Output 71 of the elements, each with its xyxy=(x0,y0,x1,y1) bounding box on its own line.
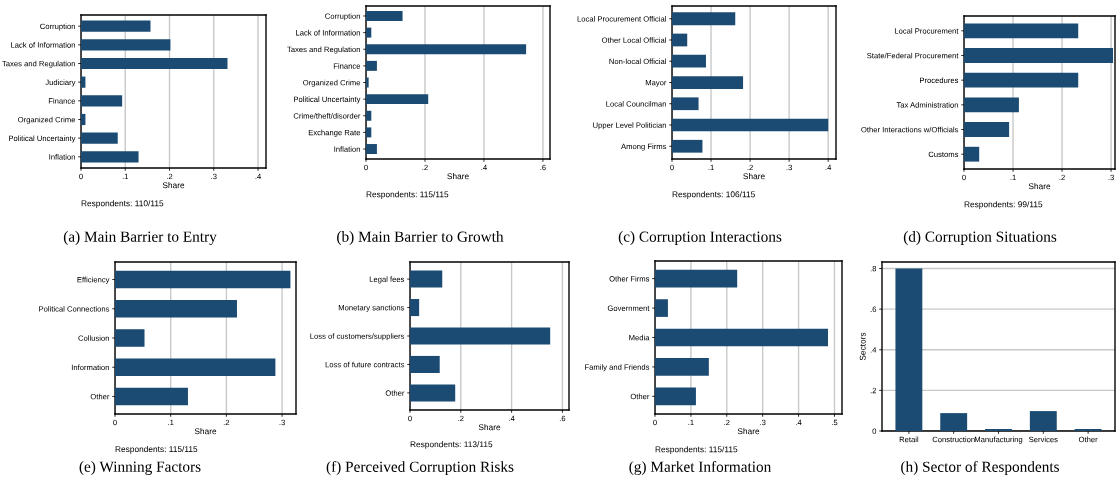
bar xyxy=(81,57,228,70)
text: Respondents: 115/115 xyxy=(655,446,738,454)
bar xyxy=(964,48,1114,63)
text: (h) Sector of Respondents xyxy=(901,460,1059,476)
x-axis-title: Share xyxy=(737,428,760,435)
text: (a) Main Barrier to Entry xyxy=(63,231,217,245)
bar xyxy=(366,110,372,121)
bar xyxy=(985,428,1012,431)
bar xyxy=(672,139,703,153)
y-axis-title: Sectors xyxy=(859,332,866,361)
bar xyxy=(655,299,668,317)
text: Respondents: 99/115 xyxy=(964,201,1043,209)
bar xyxy=(895,268,923,431)
text: (b) Main Barrier to Growth xyxy=(337,231,504,245)
text: (f) Perceived Corruption Risks xyxy=(326,460,514,476)
x-axis-title: Share xyxy=(743,173,765,180)
bar xyxy=(672,118,829,132)
bar xyxy=(655,269,738,288)
bar xyxy=(81,20,151,32)
bar xyxy=(964,97,1019,113)
bar xyxy=(964,122,1010,137)
text: Respondents: 110/115 xyxy=(81,200,164,208)
bar xyxy=(366,27,372,38)
bar xyxy=(366,10,403,21)
bar xyxy=(672,97,699,111)
bar xyxy=(410,355,440,373)
text: Respondents: 115/115 xyxy=(366,191,449,199)
bar xyxy=(410,299,420,317)
text: (g) Market Information xyxy=(629,460,772,476)
bar xyxy=(672,33,688,47)
bar xyxy=(672,76,744,89)
text: (c) Corruption Interactions xyxy=(618,231,782,245)
bar xyxy=(1074,428,1102,431)
bar xyxy=(655,387,696,406)
x-axis-title: Share xyxy=(478,424,501,431)
bar xyxy=(410,270,443,288)
bar xyxy=(655,328,828,347)
bar xyxy=(366,127,372,138)
bar xyxy=(964,72,1079,88)
bar xyxy=(81,39,171,51)
bar xyxy=(672,12,736,26)
bar xyxy=(115,358,276,376)
bar xyxy=(410,327,551,345)
bar xyxy=(115,329,145,347)
bar xyxy=(964,23,1079,39)
bar xyxy=(115,270,291,289)
bar xyxy=(655,358,709,376)
bar xyxy=(1029,411,1057,431)
text: Respondents: 115/115 xyxy=(115,445,198,454)
bar xyxy=(81,95,123,107)
x-axis-title: Share xyxy=(162,182,185,189)
bar xyxy=(366,44,527,55)
bar xyxy=(672,54,706,68)
bar xyxy=(940,413,968,431)
text: (e) Winning Factors xyxy=(79,461,201,475)
bar xyxy=(115,387,188,406)
bar xyxy=(366,144,377,155)
bar xyxy=(366,94,429,105)
bar xyxy=(81,151,139,163)
x-axis-title: Share xyxy=(1028,183,1051,190)
x-axis-title: Share xyxy=(194,428,217,435)
x-axis-title: Share xyxy=(447,173,469,180)
text: Respondents: 106/115 xyxy=(672,191,755,199)
bar xyxy=(366,77,369,88)
bar xyxy=(964,146,980,162)
bar xyxy=(115,300,237,318)
text: (d) Corruption Situations xyxy=(903,231,1057,245)
text: Respondents: 113/115 xyxy=(410,441,493,449)
bar xyxy=(81,132,118,144)
bar xyxy=(366,60,377,71)
bar xyxy=(410,384,456,402)
